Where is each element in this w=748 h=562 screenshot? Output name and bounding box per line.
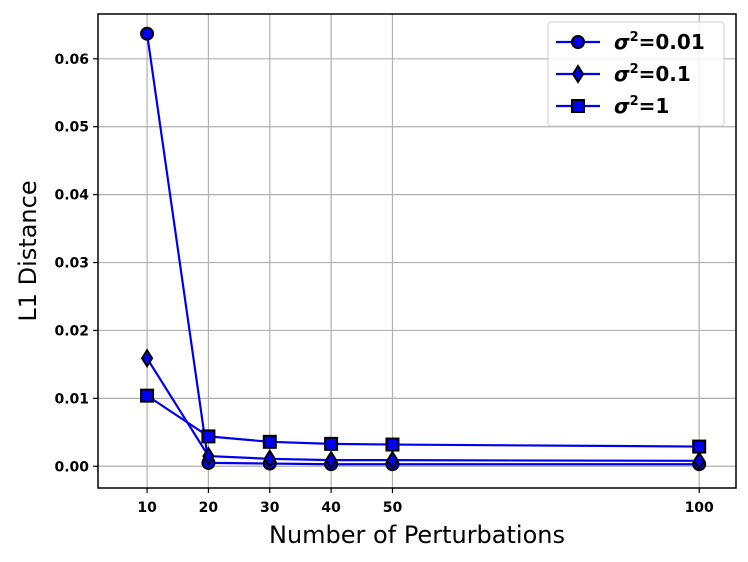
legend-label-value: =0.1 xyxy=(639,62,691,86)
y-axis: 0.00 0.01 0.02 0.03 0.04 0.05 0.06 xyxy=(54,52,98,475)
legend-label: σ2=0.1 xyxy=(614,62,691,86)
series-square xyxy=(140,388,707,454)
legend-label: σ2=1 xyxy=(614,94,669,118)
series-diamond xyxy=(140,348,706,471)
plot-frame xyxy=(97,13,737,489)
legend-label-value: =0.01 xyxy=(639,30,705,54)
data-point xyxy=(262,434,277,449)
legend-label-value: =1 xyxy=(639,94,670,118)
y-axis-label: L1 Distance xyxy=(14,180,42,321)
legend-label-symbol: σ xyxy=(614,62,630,86)
data-point xyxy=(140,388,155,403)
y-tick-label: 0.06 xyxy=(54,52,89,68)
series-line xyxy=(146,357,700,462)
legend-label-superscript: 2 xyxy=(630,62,639,77)
x-tick-label: 100 xyxy=(685,500,714,516)
data-point xyxy=(386,450,399,471)
data-point xyxy=(324,436,339,451)
legend-item: σ2=1 xyxy=(556,94,669,118)
legend-item: σ2=0.01 xyxy=(556,30,705,54)
legend-label: σ2=0.01 xyxy=(614,30,705,54)
data-point xyxy=(140,26,155,41)
legend-box xyxy=(547,21,725,127)
data-point xyxy=(202,446,215,466)
x-tick-label: 20 xyxy=(199,500,219,516)
data-point xyxy=(263,448,276,469)
legend-marker xyxy=(571,35,585,49)
data-point xyxy=(324,450,338,471)
x-axis-label: Number of Perturbations xyxy=(269,521,565,549)
legend-item: σ2=0.1 xyxy=(556,62,691,86)
data-point xyxy=(692,439,707,454)
y-tick-label: 0.00 xyxy=(54,459,89,475)
data-point xyxy=(693,450,706,471)
y-tick-label: 0.02 xyxy=(54,323,89,339)
x-tick-label: 10 xyxy=(137,500,157,516)
x-tick-label: 30 xyxy=(260,500,280,516)
data-point xyxy=(385,437,400,452)
legend-label-symbol: σ xyxy=(614,30,630,54)
legend-marker xyxy=(571,99,585,113)
legend-marker xyxy=(571,64,585,84)
legend-label-superscript: 2 xyxy=(630,94,639,109)
legend-label-superscript: 2 xyxy=(630,30,639,45)
data-point xyxy=(140,348,154,369)
legend-label-symbol: σ xyxy=(614,94,630,118)
x-tick-label: 50 xyxy=(383,500,403,516)
series-line xyxy=(146,394,700,448)
series-group xyxy=(140,26,707,472)
x-axis: 10 20 30 40 50 100 xyxy=(137,488,714,516)
y-tick-label: 0.04 xyxy=(54,188,89,204)
data-point xyxy=(201,429,216,444)
x-tick-label: 40 xyxy=(321,500,341,516)
series-line xyxy=(145,33,700,466)
y-tick-label: 0.03 xyxy=(54,256,89,272)
y-tick-label: 0.05 xyxy=(54,120,89,136)
y-tick-label: 0.01 xyxy=(54,391,89,407)
